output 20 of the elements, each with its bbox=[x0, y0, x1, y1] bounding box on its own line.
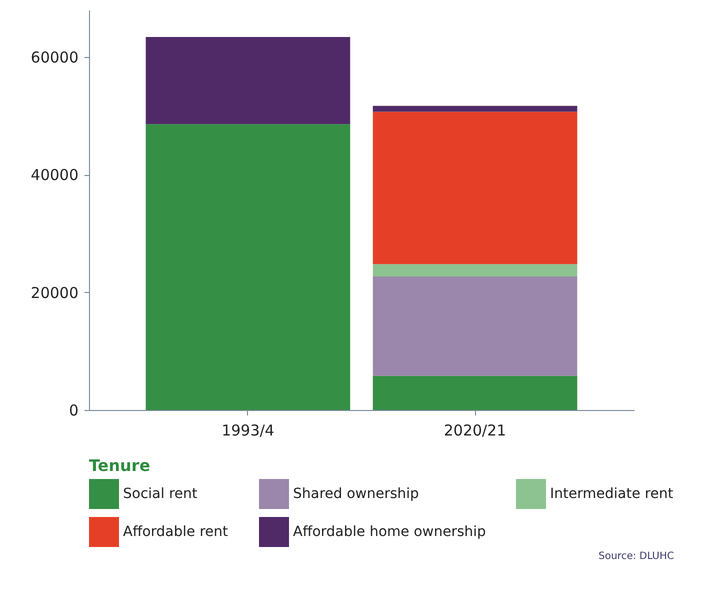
legend-label: Social rent bbox=[123, 486, 198, 502]
x-tick-label: 1993/4 bbox=[222, 422, 274, 440]
source-note: Source: DLUHC bbox=[598, 551, 674, 562]
y-tick-label: 60000 bbox=[30, 48, 78, 67]
bar bbox=[372, 112, 578, 264]
legend-label: Affordable rent bbox=[123, 524, 229, 540]
legend-label: Shared ownership bbox=[293, 486, 420, 502]
bar bbox=[146, 37, 350, 124]
bar bbox=[372, 276, 578, 376]
y-tick-label: 40000 bbox=[30, 166, 78, 184]
bar bbox=[372, 376, 578, 410]
x-tick-label: 2020/21 bbox=[444, 422, 506, 440]
bar bbox=[146, 124, 350, 410]
y-tick-label: 0 bbox=[68, 402, 78, 420]
bar bbox=[372, 264, 578, 276]
legend-label: Intermediate rent bbox=[550, 486, 674, 502]
y-tick-label: 20000 bbox=[30, 284, 78, 302]
legend-title: Tenure bbox=[89, 456, 150, 475]
legend-label: Affordable home ownership bbox=[293, 524, 486, 540]
bar bbox=[372, 106, 578, 112]
